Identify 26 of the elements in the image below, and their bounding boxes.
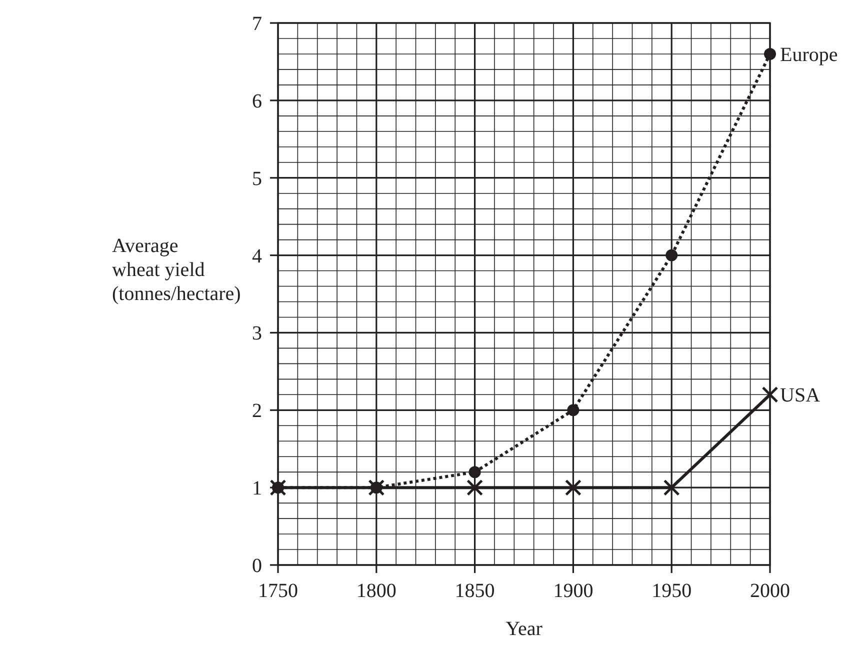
y-tick-label: 0 bbox=[252, 555, 262, 577]
x-axis-title: Year bbox=[506, 618, 543, 640]
series-label: USA bbox=[780, 384, 821, 407]
x-tick-label: 2000 bbox=[750, 580, 790, 602]
x-tick-label: 1800 bbox=[356, 580, 396, 602]
point bbox=[567, 404, 580, 416]
y-tick-label: 2 bbox=[252, 400, 262, 422]
x-tick-label: 1900 bbox=[553, 580, 594, 602]
point bbox=[666, 249, 678, 262]
series-label: Europe bbox=[780, 44, 838, 66]
x-tick-label: 1750 bbox=[258, 580, 298, 602]
point bbox=[564, 479, 582, 496]
y-tick-label: 6 bbox=[252, 90, 262, 112]
point bbox=[663, 479, 680, 496]
y-tick-label: 1 bbox=[252, 478, 262, 500]
point bbox=[762, 386, 778, 403]
y-tick-label: 4 bbox=[252, 245, 262, 268]
y-axis-title: Average wheat yield (tonnes/hectare) bbox=[112, 235, 241, 305]
y-tick-label: 5 bbox=[252, 168, 262, 190]
point bbox=[764, 48, 776, 60]
x-tick-label: 1850 bbox=[454, 580, 495, 602]
y-tick-label: 3 bbox=[252, 322, 262, 345]
point bbox=[468, 466, 481, 478]
x-tick-label: 1950 bbox=[652, 580, 692, 602]
y-tick-label: 7 bbox=[252, 13, 262, 35]
point bbox=[466, 479, 484, 496]
